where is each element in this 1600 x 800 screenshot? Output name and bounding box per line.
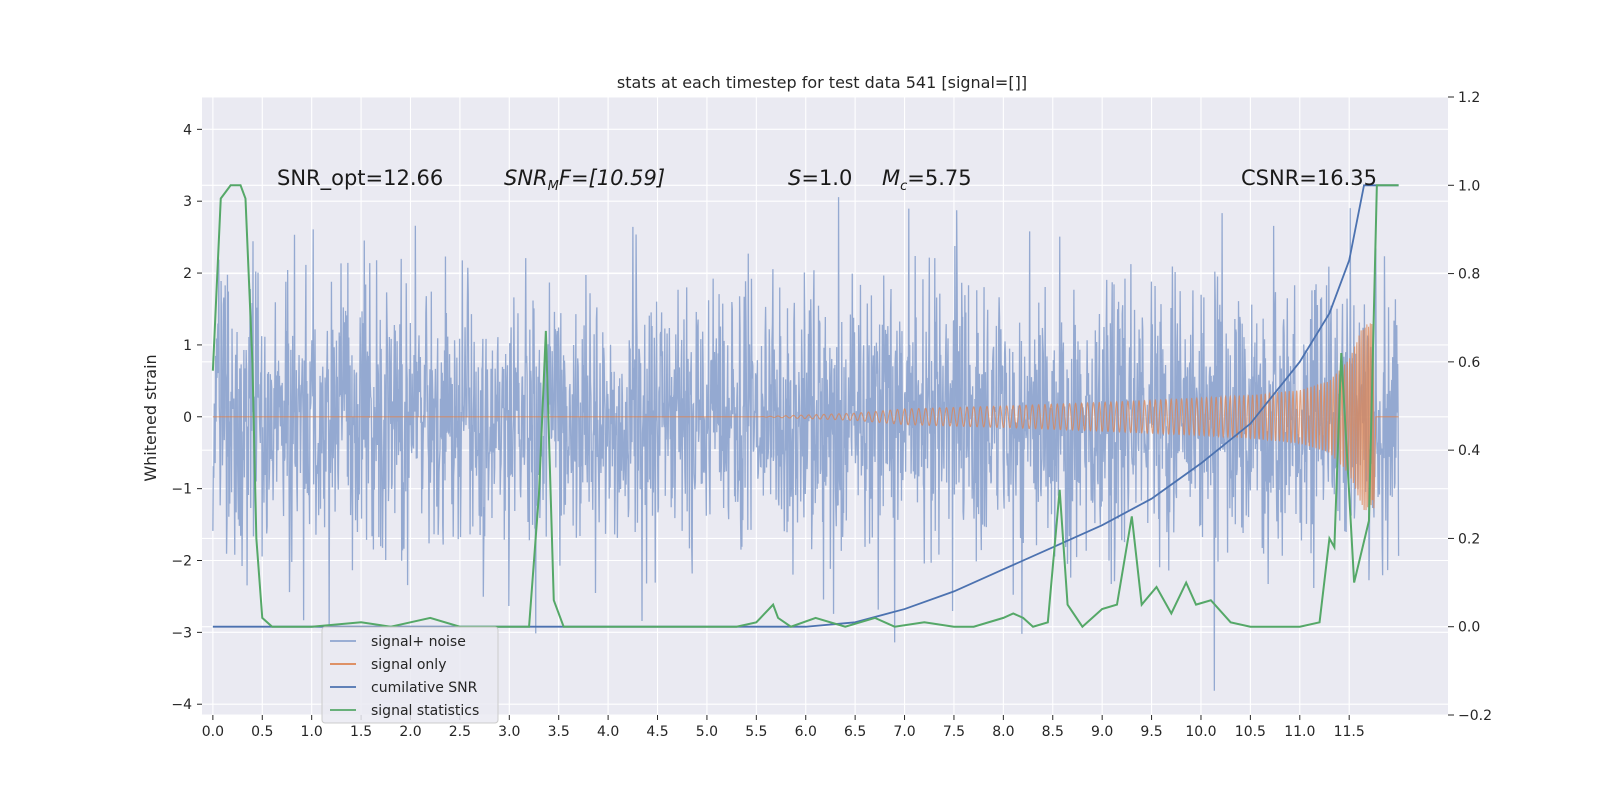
x-tick-label: 11.5	[1334, 724, 1365, 740]
y-tick-label: 3	[183, 194, 192, 210]
y2-tick-label: 0.4	[1458, 443, 1480, 459]
annotation-mc: Mc=5.75	[882, 166, 972, 194]
x-tick-label: 11.0	[1284, 724, 1315, 740]
x-tick-label: 9.0	[1091, 724, 1113, 740]
y-tick-label: 0	[183, 410, 192, 426]
x-tick-label: 9.5	[1140, 724, 1162, 740]
x-tick-label: 2.0	[399, 724, 421, 740]
x-tick-label: 10.5	[1235, 724, 1266, 740]
x-tick-label: 2.5	[449, 724, 471, 740]
legend-label: signal+ noise	[371, 634, 466, 650]
legend-label: cumilative SNR	[371, 680, 478, 696]
x-tick-label: 6.0	[795, 724, 817, 740]
annotation-snr-mf-sub: M	[548, 179, 559, 194]
y2-tick-label: 1.2	[1458, 90, 1480, 106]
x-tick-label: 4.5	[646, 724, 668, 740]
annotation-mc-value: =5.75	[907, 166, 971, 190]
x-tick-label: 0.5	[251, 724, 273, 740]
y-axis-label: Whitened strain	[141, 354, 160, 481]
annotation-mc-sub: c	[900, 179, 907, 194]
x-tick-label: 0.0	[202, 724, 224, 740]
y-tick-label: −4	[171, 697, 192, 713]
legend-label: signal only	[371, 657, 446, 673]
x-tick-label: 7.0	[893, 724, 915, 740]
x-tick-label: 4.0	[597, 724, 619, 740]
series-cumulative-snr	[212, 184, 1399, 628]
y-tick-label: −3	[171, 625, 192, 641]
x-tick-label: 5.0	[696, 724, 718, 740]
y-tick-label: 2	[183, 266, 192, 282]
y-tick-label: −2	[171, 554, 192, 570]
x-tick-label: 8.0	[992, 724, 1014, 740]
y-tick-label: 4	[183, 122, 192, 138]
x-tick-label: 3.5	[548, 724, 570, 740]
annotation-snr-mf: SNRMF=[10.59]	[504, 166, 665, 194]
chart-title: stats at each timestep for test data 541…	[617, 73, 1027, 92]
y2-tick-label: 1.0	[1458, 178, 1480, 194]
y2-tick-label: 0.2	[1458, 531, 1480, 547]
annotation-s-value: =1.0	[801, 166, 852, 190]
annotation-snr-mf-rest: F=[10.59]	[559, 166, 665, 190]
annotation-snr-mf-main: SNR	[504, 166, 548, 190]
annotation-csnr: CSNR=16.35	[1241, 166, 1377, 190]
x-tick-label: 10.0	[1185, 724, 1216, 740]
series-signal-statistics	[211, 184, 1399, 629]
series-signal-only	[212, 323, 1399, 511]
y2-tick-label: 0.6	[1458, 355, 1480, 371]
x-tick-label: 6.5	[844, 724, 866, 740]
x-tick-label: 1.5	[350, 724, 372, 740]
annotation-s: S=1.0	[788, 166, 852, 190]
annotation-s-symbol: S	[788, 166, 801, 190]
y-tick-label: −1	[171, 482, 192, 498]
legend: signal+ noise signal only cumilative SNR si…	[321, 626, 499, 724]
annotation-snr-opt: SNR_opt=12.66	[277, 166, 443, 191]
annotation-mc-symbol: M	[882, 166, 900, 190]
series-signal-noise	[212, 197, 1400, 691]
y2-tick-label: −0.2	[1458, 708, 1492, 724]
x-tick-label: 1.0	[301, 724, 323, 740]
y-tick-label: 1	[183, 338, 192, 354]
y2-tick-label: 0.8	[1458, 267, 1480, 283]
legend-box	[321, 626, 499, 724]
x-tick-label: 3.0	[498, 724, 520, 740]
x-tick-label: 5.5	[745, 724, 767, 740]
x-tick-label: 7.5	[943, 724, 965, 740]
y2-tick-label: 0.0	[1458, 620, 1480, 636]
x-tick-label: 8.5	[1042, 724, 1064, 740]
legend-label: signal statistics	[371, 703, 479, 719]
